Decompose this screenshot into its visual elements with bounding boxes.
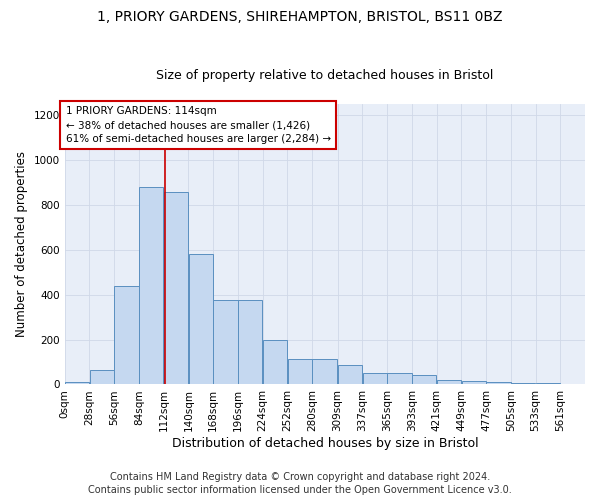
Text: Contains HM Land Registry data © Crown copyright and database right 2024.
Contai: Contains HM Land Registry data © Crown c… <box>88 472 512 495</box>
Bar <box>312 358 337 384</box>
Bar <box>188 254 213 384</box>
Bar <box>115 286 139 384</box>
Bar <box>437 380 461 384</box>
Bar <box>412 376 436 384</box>
Bar <box>263 340 287 384</box>
Bar <box>486 382 511 384</box>
Bar <box>461 381 486 384</box>
Bar <box>362 373 387 384</box>
Text: 1 PRIORY GARDENS: 114sqm
← 38% of detached houses are smaller (1,426)
61% of sem: 1 PRIORY GARDENS: 114sqm ← 38% of detach… <box>65 106 331 144</box>
Y-axis label: Number of detached properties: Number of detached properties <box>15 151 28 337</box>
Bar <box>238 300 262 384</box>
Bar <box>338 366 362 384</box>
Bar <box>511 382 535 384</box>
Title: Size of property relative to detached houses in Bristol: Size of property relative to detached ho… <box>156 69 494 82</box>
Bar <box>89 370 114 384</box>
Bar <box>388 373 412 384</box>
Bar <box>287 358 312 384</box>
Bar <box>139 187 163 384</box>
Bar <box>164 192 188 384</box>
Text: 1, PRIORY GARDENS, SHIREHAMPTON, BRISTOL, BS11 0BZ: 1, PRIORY GARDENS, SHIREHAMPTON, BRISTOL… <box>97 10 503 24</box>
Bar <box>214 300 238 384</box>
Bar <box>65 382 89 384</box>
X-axis label: Distribution of detached houses by size in Bristol: Distribution of detached houses by size … <box>172 437 478 450</box>
